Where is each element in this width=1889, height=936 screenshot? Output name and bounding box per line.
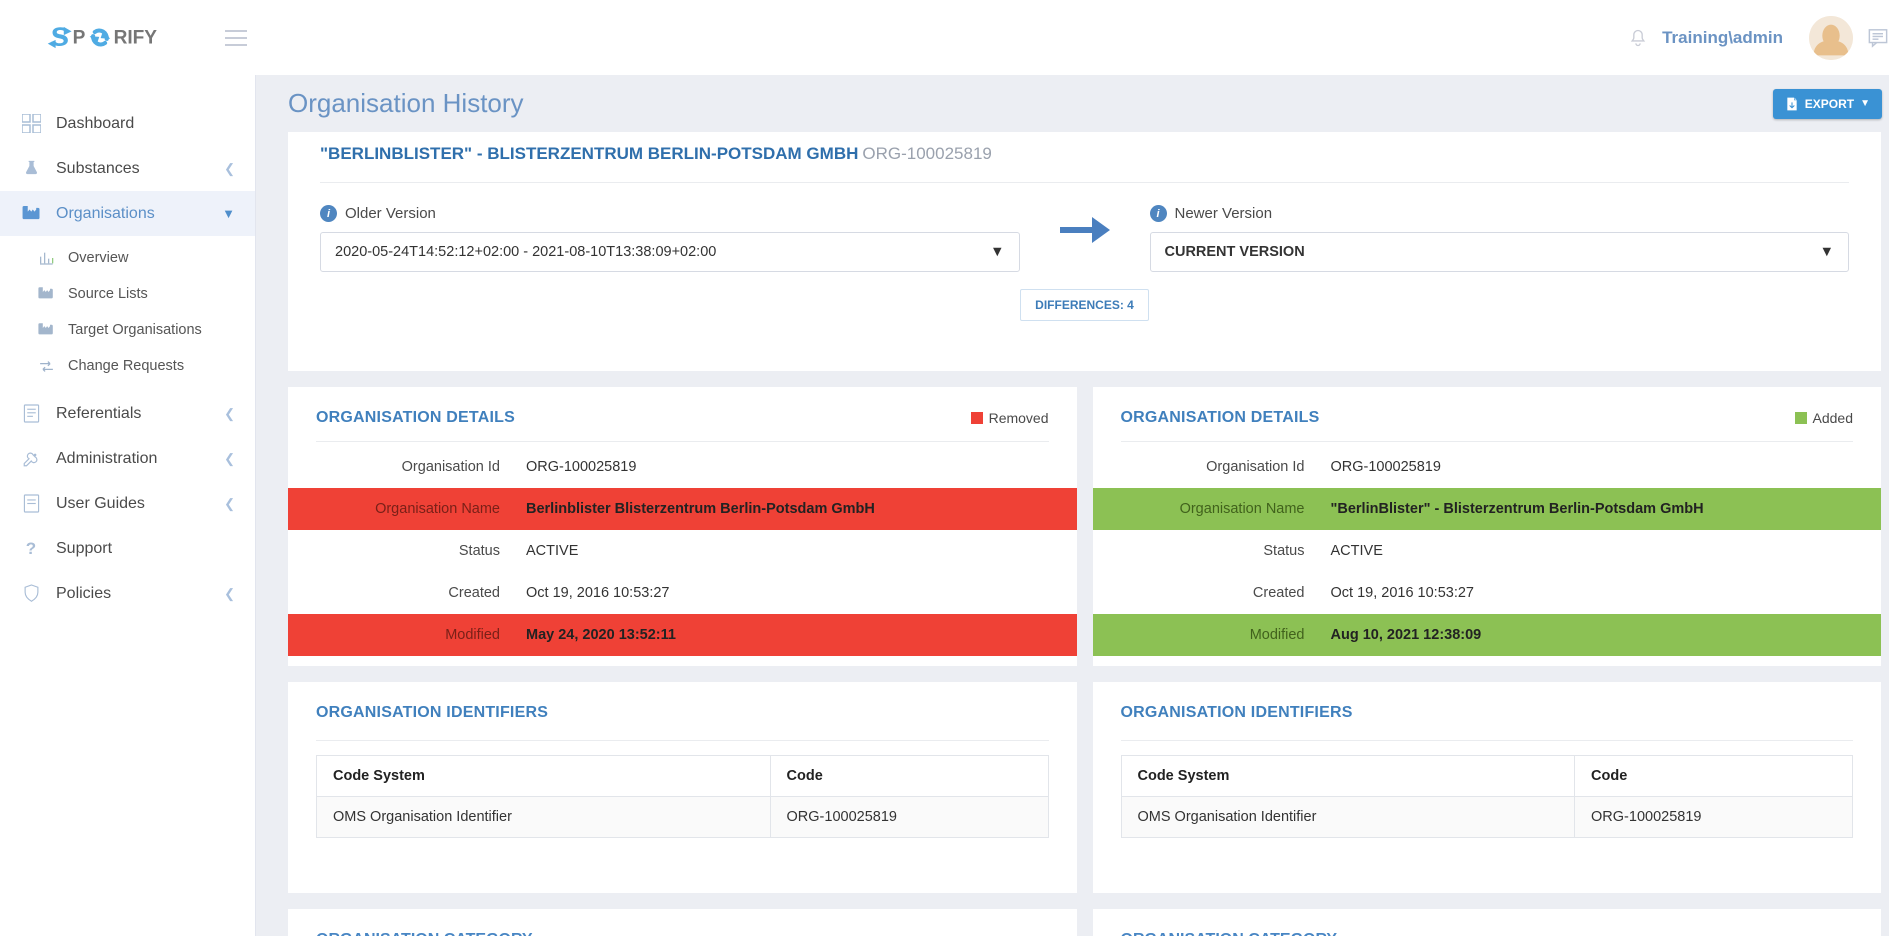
svg-text:RIFY: RIFY xyxy=(114,28,158,49)
svg-text:P: P xyxy=(73,28,86,49)
